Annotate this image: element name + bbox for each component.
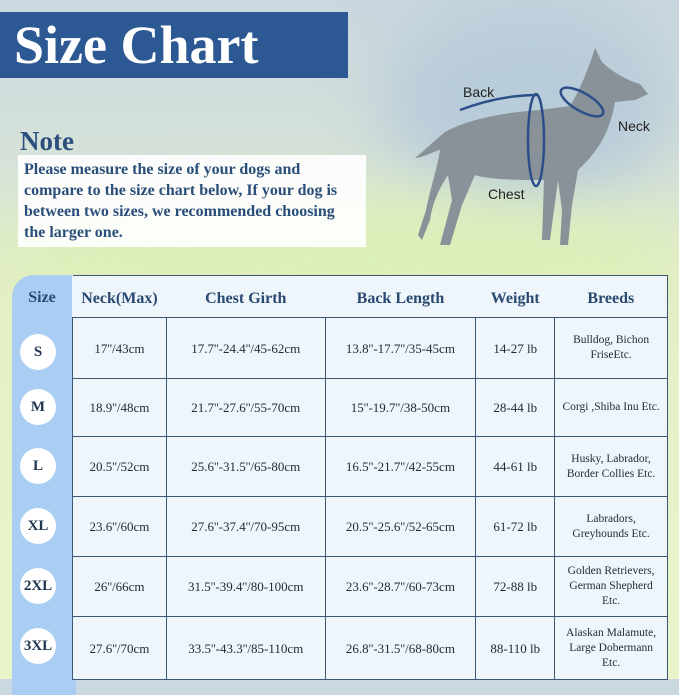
note-text: Please measure the size of your dogs and… — [18, 155, 366, 247]
cell-back: 16.5''-21.7''/42-55cm — [324, 436, 477, 497]
cell-chest: 21.7''-27.6''/55-70cm — [165, 378, 326, 437]
table-row: 20.5''/52cm 25.6''-31.5''/65-80cm 16.5''-2… — [72, 436, 668, 497]
table-row: 17''/43cm 17.7''-24.4''/45-62cm 13.8''-17.… — [72, 317, 668, 379]
size-badge: L — [20, 448, 56, 484]
cell-neck: 20.5''/52cm — [72, 436, 167, 497]
cell-weight: 61-72 lb — [475, 496, 556, 557]
size-badge: M — [20, 389, 56, 425]
table-row: 26''/66cm 31.5''-39.4''/80-100cm 23.6''-28… — [72, 556, 668, 617]
table-row: 27.6''/70cm 33.5''-43.3''/85-110cm 26.8''-… — [72, 616, 668, 680]
size-badge: 3XL — [20, 628, 56, 664]
cell-weight: 88-110 lb — [475, 616, 556, 680]
cell-back: 13.8''-17.7''/35-45cm — [324, 317, 477, 379]
cell-weight: 14-27 lb — [475, 317, 556, 379]
cell-chest: 31.5''-39.4''/80-100cm — [165, 556, 326, 617]
table-row: 23.6''/60cm 27.6''-37.4''/70-95cm 20.5''-2… — [72, 496, 668, 557]
cell-breeds: Corgi ,Shiba Inu Etc. — [554, 378, 668, 437]
note-heading: Note — [20, 126, 74, 156]
cell-weight: 28-44 lb — [475, 378, 556, 437]
cell-breeds: Alaskan Malamute, Large Dobermann Etc. — [554, 616, 668, 680]
cell-chest: 33.5''-43.3''/85-110cm — [165, 616, 326, 680]
neck-label: Neck — [618, 118, 650, 134]
size-table: Neck(Max) Chest Girth Back Length Weight… — [72, 275, 668, 680]
size-badge: S — [20, 334, 56, 370]
cell-chest: 27.6''-37.4''/70-95cm — [165, 496, 326, 557]
header-weight: Weight — [475, 275, 555, 318]
table-header-row: Neck(Max) Chest Girth Back Length Weight… — [72, 275, 668, 318]
cell-neck: 23.6''/60cm — [72, 496, 167, 557]
header-breeds: Breeds — [554, 275, 668, 318]
table-row: 18.9''/48cm 21.7''-27.6''/55-70cm 15''-19.… — [72, 378, 668, 437]
cell-breeds: Bulldog, Bichon FriseEtc. — [554, 317, 668, 379]
header-back: Back Length — [325, 275, 476, 318]
cell-chest: 25.6''-31.5''/65-80cm — [165, 436, 326, 497]
size-badge: XL — [20, 508, 56, 544]
back-measure-line — [459, 93, 539, 112]
cell-neck: 17''/43cm — [72, 317, 167, 379]
dog-measurement-diagram — [415, 48, 648, 245]
cell-back: 26.8''-31.5''/68-80cm — [324, 616, 477, 680]
cell-back: 23.6''-28.7''/60-73cm — [324, 556, 477, 617]
dog-silhouette — [415, 48, 648, 245]
cell-back: 15''-19.7''/38-50cm — [324, 378, 477, 437]
cell-weight: 44-61 lb — [475, 436, 556, 497]
cell-weight: 72-88 lb — [475, 556, 556, 617]
cell-breeds: Husky, Labrador, Border Collies Etc. — [554, 436, 668, 497]
header-chest: Chest Girth — [166, 275, 326, 318]
cell-neck: 18.9''/48cm — [72, 378, 167, 437]
cell-breeds: Golden Retrievers, German Shepherd Etc. — [554, 556, 668, 617]
cell-neck: 27.6''/70cm — [72, 616, 167, 680]
size-badge: 2XL — [20, 568, 56, 604]
cell-chest: 17.7''-24.4''/45-62cm — [165, 317, 326, 379]
cell-breeds: Labradors, Greyhounds Etc. — [554, 496, 668, 557]
chest-label: Chest — [488, 186, 525, 202]
neck-measure-line — [559, 86, 605, 118]
header-neck: Neck(Max) — [72, 275, 167, 318]
back-label: Back — [463, 84, 495, 100]
cell-neck: 26''/66cm — [72, 556, 167, 617]
chest-measure-line — [526, 92, 546, 188]
cell-back: 20.5''-25.6''/52-65cm — [324, 496, 477, 557]
page-title: Size Chart — [0, 12, 348, 78]
size-header: Size — [28, 289, 56, 306]
